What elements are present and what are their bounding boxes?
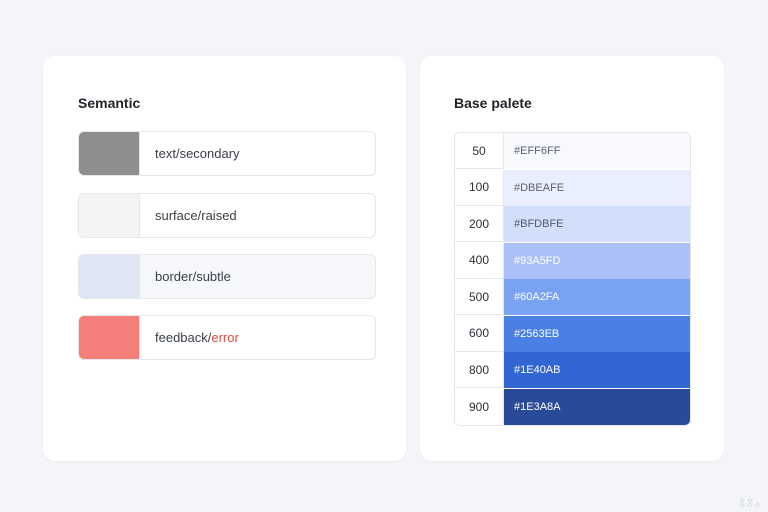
semantic-card: Semantic text/secondary surface/raised b… <box>43 56 406 461</box>
token-label-prefix: feedback/ <box>155 330 212 345</box>
token-label: text/secondary <box>155 146 240 161</box>
token-row-feedback-error[interactable]: feedback/error <box>78 315 376 360</box>
palette-row-500[interactable]: 500 #60A2FA <box>455 279 690 315</box>
base-palette-card: Base palete 50 #EFF6FF 100 #DBEAFE 200 #… <box>420 56 724 461</box>
token-swatch <box>79 194 140 237</box>
palette-step: 400 <box>455 242 504 279</box>
token-label-suffix: error <box>211 330 239 345</box>
palette-table: 50 #EFF6FF 100 #DBEAFE 200 #BFDBFE 400 #… <box>454 132 691 426</box>
palette-row-800[interactable]: 800 #1E40AB <box>455 352 690 388</box>
token-swatch <box>79 316 140 359</box>
token-row-border-subtle[interactable]: border/subtle <box>78 254 376 299</box>
token-label: surface/raised <box>155 208 237 223</box>
palette-row-100[interactable]: 100 #DBEAFE <box>455 169 690 206</box>
palette-step: 200 <box>455 206 504 242</box>
palette-hex: #BFDBFE <box>504 206 690 242</box>
palette-row-200[interactable]: 200 #BFDBFE <box>455 206 690 242</box>
palette-hex: #1E40AB <box>504 352 690 388</box>
palette-row-400[interactable]: 400 #93A5FD <box>455 242 690 279</box>
token-swatch <box>79 132 140 175</box>
palette-step: 100 <box>455 169 504 206</box>
palette-hex: #EFF6FF <box>504 133 690 169</box>
palette-row-600[interactable]: 600 #2563EB <box>455 315 690 352</box>
token-row-text-secondary[interactable]: text/secondary <box>78 131 376 176</box>
palette-step: 50 <box>455 133 504 169</box>
palette-hex: #1E3A8A <box>504 388 690 425</box>
palette-hex: #60A2FA <box>504 279 690 315</box>
palette-row-900[interactable]: 900 #1E3A8A <box>455 388 690 425</box>
semantic-title: Semantic <box>78 95 141 111</box>
base-palette-title: Base palete <box>454 95 532 111</box>
token-row-surface-raised[interactable]: surface/raised <box>78 193 376 238</box>
palette-hex: #DBEAFE <box>504 169 690 206</box>
token-label: border/subtle <box>155 269 231 284</box>
palette-step: 800 <box>455 352 504 388</box>
palette-step: 500 <box>455 279 504 315</box>
palette-step: 600 <box>455 315 504 352</box>
palette-hex: #93A5FD <box>504 242 690 279</box>
palette-row-50[interactable]: 50 #EFF6FF <box>455 133 690 169</box>
token-label: feedback/error <box>140 316 239 359</box>
dots-icon: ⁘⁘ ⁘⁘⁘ <box>738 496 762 510</box>
palette-hex: #2563EB <box>504 315 690 352</box>
token-swatch <box>79 255 140 298</box>
palette-step: 900 <box>455 388 504 425</box>
